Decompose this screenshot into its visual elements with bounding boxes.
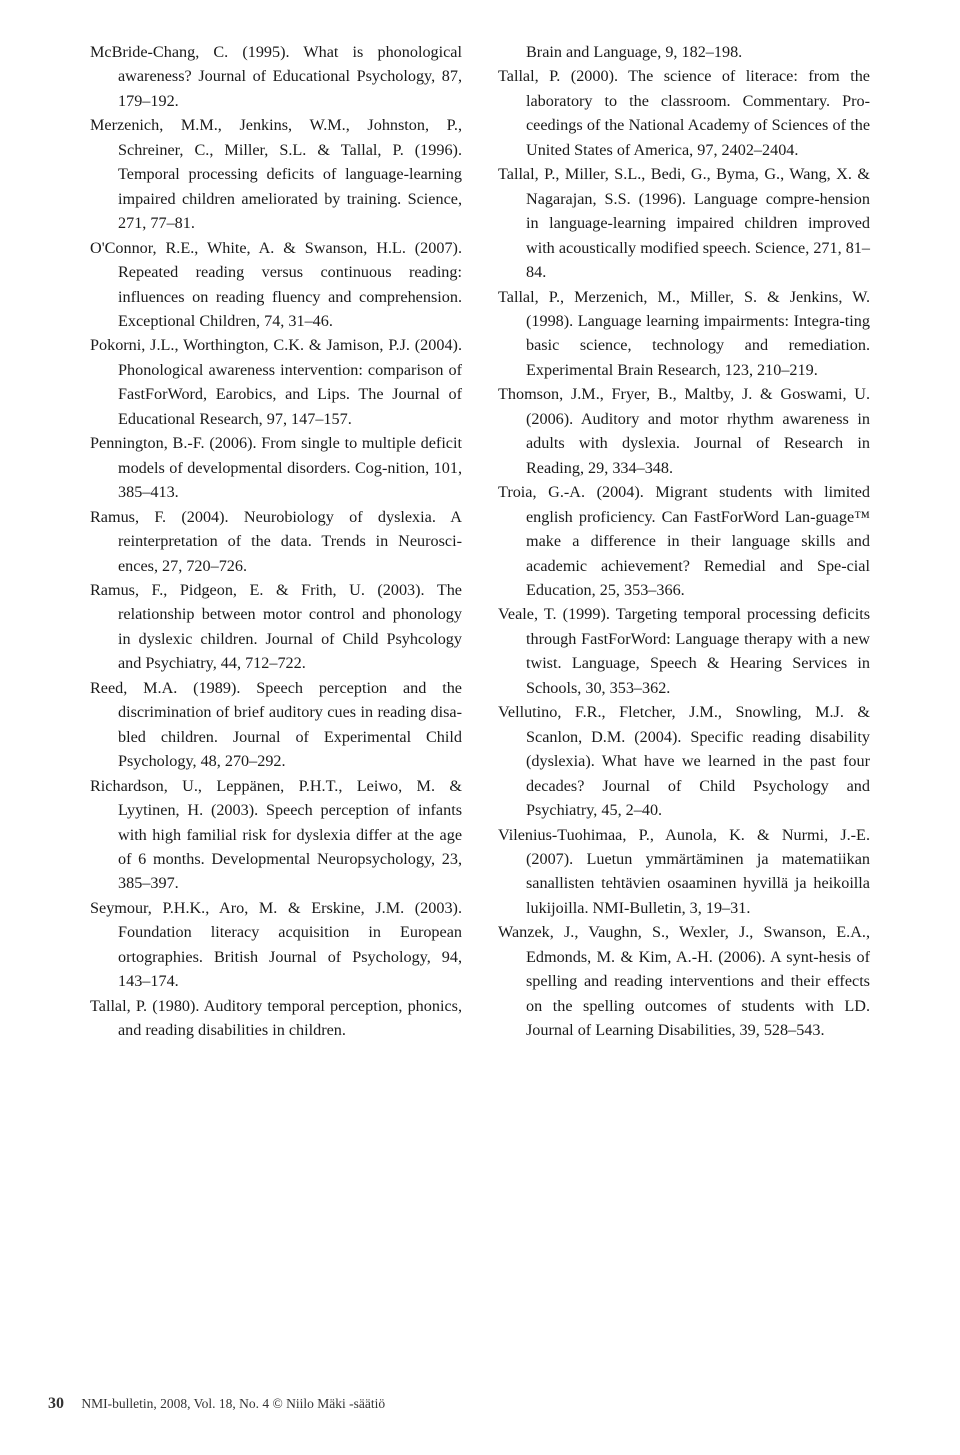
reference-entry: Thomson, J.M., Fryer, B., Maltby, J. & G… <box>498 382 870 480</box>
reference-entry: Veale, T. (1999). Targeting temporal pro… <box>498 602 870 700</box>
reference-entry: Merzenich, M.M., Jenkins, W.M., Johnston… <box>90 113 462 235</box>
reference-entry: Richardson, U., Leppänen, P.H.T., Leiwo,… <box>90 774 462 896</box>
footer-citation: NMI-bulletin, 2008, Vol. 18, No. 4 © Nii… <box>81 1396 385 1411</box>
reference-entry: Tallal, P., Merzenich, M., Miller, S. & … <box>498 285 870 383</box>
reference-entry: Ramus, F., Pidgeon, E. & Frith, U. (2003… <box>90 578 462 676</box>
reference-entry: McBride-Chang, C. (1995). What is phonol… <box>90 40 462 113</box>
reference-entry: Ramus, F. (2004). Neurobiology of dyslex… <box>90 505 462 578</box>
reference-column-right: Brain and Language, 9, 182–198.Tallal, P… <box>498 40 870 1360</box>
reference-entry: Pokorni, J.L., Worthington, C.K. & Jamis… <box>90 333 462 431</box>
reference-entry: Seymour, P.H.K., Aro, M. & Erskine, J.M.… <box>90 896 462 994</box>
reference-entry: Tallal, P. (2000). The science of litera… <box>498 64 870 162</box>
reference-entry: Troia, G.-A. (2004). Migrant students wi… <box>498 480 870 602</box>
reference-entry: Reed, M.A. (1989). Speech perception and… <box>90 676 462 774</box>
reference-entry: Wanzek, J., Vaughn, S., Wexler, J., Swan… <box>498 920 870 1042</box>
reference-entry: Vellutino, F.R., Fletcher, J.M., Snowlin… <box>498 700 870 822</box>
reference-entry: Tallal, P. (1980). Auditory temporal per… <box>90 994 462 1043</box>
reference-entry: O'Connor, R.E., White, A. & Swanson, H.L… <box>90 236 462 334</box>
page-number: 30 <box>48 1395 64 1412</box>
page-footer: 30 NMI-bulletin, 2008, Vol. 18, No. 4 © … <box>48 1395 385 1413</box>
reference-entry: Brain and Language, 9, 182–198. <box>498 40 870 64</box>
reference-columns: McBride-Chang, C. (1995). What is phonol… <box>90 40 870 1360</box>
reference-entry: Tallal, P., Miller, S.L., Bedi, G., Byma… <box>498 162 870 284</box>
reference-entry: Pennington, B.-F. (2006). From single to… <box>90 431 462 504</box>
reference-column-left: McBride-Chang, C. (1995). What is phonol… <box>90 40 462 1360</box>
reference-entry: Vilenius-Tuohimaa, P., Aunola, K. & Nurm… <box>498 823 870 921</box>
